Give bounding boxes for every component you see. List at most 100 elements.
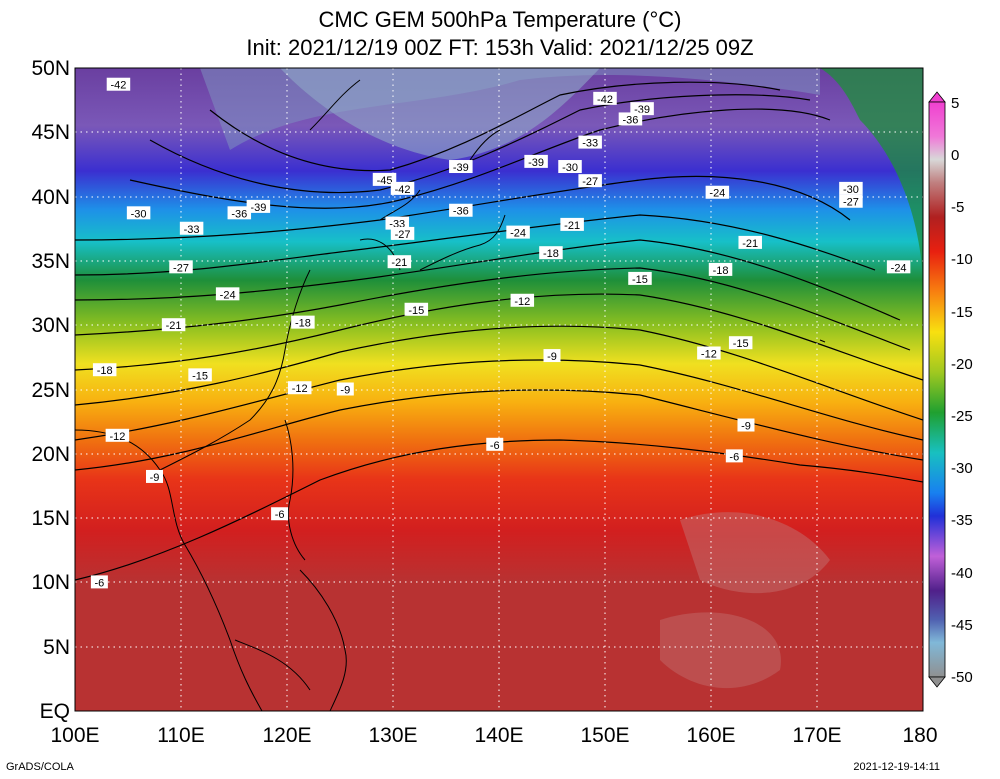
contour-value-label: -27 [843,197,859,209]
contour-value-label: -9 [150,472,160,484]
contour-label-bg [593,91,617,105]
contour-value-label: -12 [292,383,308,395]
contour-label-bg [558,160,582,174]
map-subtitle: Init: 2021/12/19 00Z FT: 153h Valid: 202… [246,35,754,60]
contour-value-label: -30 [131,208,147,220]
contour-value-label: -18 [295,318,311,330]
contour-label-bg [169,260,193,274]
colorbar-label: -20 [951,356,973,373]
lat-label: 20N [31,443,70,466]
contour-value-label: -42 [597,94,613,106]
contour-value-label: -15 [192,370,208,382]
contour-value-label: -45 [377,175,393,187]
latitude-axis: 50N 45N 40N 35N 30N 25N 20N 15N 10N 5N E… [31,57,70,723]
lon-label: 180 [902,724,937,747]
lat-label: 10N [31,571,70,594]
lon-label: 170E [792,724,841,747]
lon-label: 110E [157,724,205,747]
contour-label-bg [92,363,117,377]
contour-label-bg [578,135,602,149]
warm-patch-east [680,512,830,594]
contour-label-bg [390,226,415,240]
colorbar-label: -40 [951,565,973,582]
colorbar-bottom-arrow [928,676,946,688]
contour-value-label: -39 [453,162,469,174]
map-frame [74,67,924,712]
contour-label-bg [404,302,429,316]
contour-label-bg [90,575,108,589]
contour-label-bg [560,217,584,231]
contour-value-label: -6 [94,577,104,589]
contour-label-bg [215,287,240,301]
contour-value-label: -12 [514,296,530,308]
contour-value-label: -15 [408,305,424,317]
contour-value-label: -27 [395,229,411,241]
colorbar-label: -45 [951,617,973,634]
contour-label-bg [146,469,163,483]
contour-label-bg [390,181,415,195]
contour-label-bg [336,382,354,396]
colorbar-label: -10 [951,251,973,268]
contour-label-bg [524,154,548,168]
coastlines [75,79,826,711]
contour-label-bg [105,428,130,442]
colorbar: 5 0 -5 -10 -15 -20 -25 -30 -35 -40 -45 -… [928,91,973,688]
lat-label: 45N [31,121,70,144]
coldest-air-shading [280,68,600,160]
lon-label: 100E [50,724,99,747]
contour-value-label: -36 [231,208,247,220]
contour-value-label: -27 [173,262,189,274]
eastern-warm-bulge [820,68,923,300]
contour-value-label: -30 [843,184,859,196]
contour-value-label: -12 [701,348,717,360]
contour-value-label: -9 [547,351,557,363]
contour-label-bg [179,221,204,235]
contour-value-label: -9 [340,385,350,397]
contour-label-bg [449,203,473,217]
colorbar-label: -50 [951,669,973,686]
contour-value-label: -42 [395,184,411,196]
contour-label-bg [728,336,753,350]
contour-value-label: -21 [564,220,580,232]
contour-value-label: -18 [713,265,729,277]
contour-label-bg [618,112,643,126]
contour-label-bg [708,262,733,276]
contour-label-bg [271,507,289,521]
contour-label-bg [839,194,863,208]
colorbar-label: -25 [951,408,973,425]
contour-label-bg [839,181,863,195]
contour-label-bg [246,199,271,213]
lon-label: 160E [686,724,735,747]
warm-patch-southeast [660,612,781,689]
map-title: CMC GEM 500hPa Temperature (°C) [318,7,682,32]
contour-label-bg [539,246,563,260]
contour-labels: -42-42-39-36-33-39 -39 -30-45-42-27-24 -30-… [90,77,911,589]
lat-label: 50N [31,57,70,80]
contour-value-label: -42 [111,80,127,92]
contour-value-label: -33 [184,224,200,236]
contour-label-bg [188,368,212,382]
contour-label-bg [106,77,131,91]
contour-value-label: -21 [391,257,407,269]
contour-label-bg [287,381,312,395]
contour-label-bg [385,216,409,230]
contour-label-bg [725,449,743,463]
colorbar-scale [928,101,946,678]
contour-label-bg [630,102,654,116]
graticule [75,68,923,711]
contour-value-label: -24 [709,188,725,200]
contour-value-label: -9 [741,421,751,433]
contour-value-label: -12 [109,431,125,443]
contour-label-bg [510,293,535,307]
contour-label-bg [486,437,504,451]
lon-label: 130E [368,724,417,747]
grads-credit: GrADS/COLA [6,761,74,773]
contour-label-bg [506,225,530,239]
contour-value-label: -24 [510,228,526,240]
lon-label: 120E [262,724,311,747]
contour-label-bg [705,185,730,199]
colorbar-top-arrow [928,91,946,103]
contour-value-label: -21 [166,320,182,332]
contour-value-label: -21 [742,238,758,250]
